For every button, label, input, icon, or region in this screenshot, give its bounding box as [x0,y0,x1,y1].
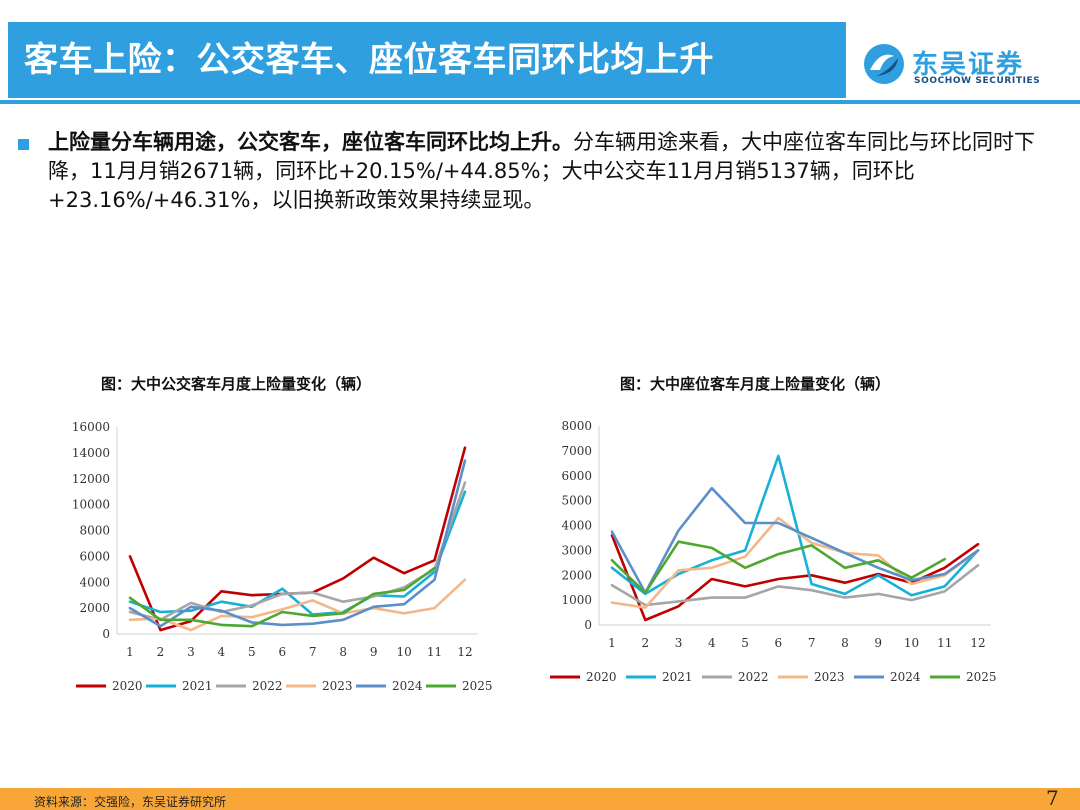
legend-label-2023: 2023 [814,670,845,684]
series-line-2025 [128,566,436,628]
y-tick-label: 6000 [561,469,592,483]
y-tick-label: 0 [102,627,110,641]
page-title: 客车上险：公交客车、座位客车同环比均上升 [24,40,714,80]
legend-label-2022: 2022 [738,670,769,684]
page-number: 7 [1046,786,1059,810]
series-line-2024 [128,459,467,628]
x-tick-label: 1 [126,645,134,659]
bus-chart-title: 图：大中公交客车月度上险量变化（辆） [101,375,372,393]
legend-label-2021: 2021 [662,670,693,684]
logo-text-en: SOOCHOW SECURITIES [914,76,1041,86]
y-tick-label: 3000 [561,543,592,557]
y-tick-label: 2000 [561,568,592,582]
x-tick-label: 6 [775,636,783,650]
logo-text-cn: 东吴证券 [912,50,1025,80]
coach-chart-title: 图：大中座位客车月度上险量变化（辆） [620,375,891,393]
x-tick-label: 10 [904,636,919,650]
legend-label-2025: 2025 [462,679,493,693]
bullet-square-icon [18,139,29,150]
x-tick-label: 5 [741,636,749,650]
series-line-2024 [610,486,980,594]
x-tick-label: 10 [396,645,411,659]
bullet-body: 分车辆用途来看，大中座位客车同比与环比同时下降，11月月销2671辆，同环比+2… [48,130,1035,212]
y-tick-label: 0 [584,618,592,632]
series-line-2023 [128,578,467,632]
title-divider [0,100,1080,104]
footer-bar [0,788,1080,810]
x-tick-label: 12 [457,645,472,659]
y-tick-label: 14000 [72,446,110,460]
y-tick-label: 16000 [72,420,110,434]
series-line-2022 [610,564,980,607]
legend-label-2021: 2021 [182,679,213,693]
x-tick-label: 11 [427,645,442,659]
y-tick-label: 10000 [72,498,110,512]
title-bar: 客车上险：公交客车、座位客车同环比均上升 [8,22,846,98]
x-tick-label: 9 [874,636,882,650]
y-tick-label: 1000 [561,593,592,607]
y-tick-label: 6000 [79,549,110,563]
legend-label-2024: 2024 [392,679,423,693]
series-line-2025 [610,540,947,594]
x-tick-label: 5 [248,645,256,659]
x-tick-label: 12 [970,636,985,650]
x-tick-label: 2 [157,645,165,659]
x-tick-label: 8 [339,645,347,659]
x-tick-label: 7 [808,636,816,650]
y-tick-label: 4000 [561,519,592,533]
x-tick-label: 9 [370,645,378,659]
y-tick-label: 8000 [561,419,592,433]
x-tick-label: 4 [218,645,226,659]
legend-label-2020: 2020 [112,679,143,693]
legend-label-2022: 2022 [252,679,283,693]
x-tick-label: 7 [309,645,317,659]
x-tick-label: 6 [278,645,286,659]
bullet-bold-lead: 上险量分车辆用途，公交客车，座位客车同环比均上升。 [48,130,573,154]
y-tick-label: 12000 [72,472,110,486]
x-tick-label: 3 [675,636,683,650]
soochow-logo-icon [864,44,904,84]
bullet-paragraph: 上险量分车辆用途，公交客车，座位客车同环比均上升。分车辆用途来看，大中座位客车同… [48,128,1058,215]
x-tick-label: 8 [841,636,849,650]
company-logo: 东吴证券 SOOCHOW SECURITIES [862,42,1062,92]
legend-label-2024: 2024 [890,670,921,684]
y-tick-label: 5000 [561,494,592,508]
x-tick-label: 3 [187,645,195,659]
y-tick-label: 8000 [79,524,110,538]
y-tick-label: 4000 [79,575,110,589]
x-tick-label: 4 [708,636,716,650]
y-tick-label: 7000 [561,444,592,458]
series-line-2021 [610,454,980,597]
series-line-2022 [128,481,467,622]
legend-label-2023: 2023 [322,679,353,693]
y-tick-label: 2000 [79,601,110,615]
x-tick-label: 11 [937,636,952,650]
x-tick-label: 1 [608,636,616,650]
legend-label-2020: 2020 [586,670,617,684]
x-tick-label: 2 [641,636,649,650]
source-note: 资料来源：交强险，东吴证券研究所 [34,795,227,809]
legend-label-2025: 2025 [966,670,997,684]
